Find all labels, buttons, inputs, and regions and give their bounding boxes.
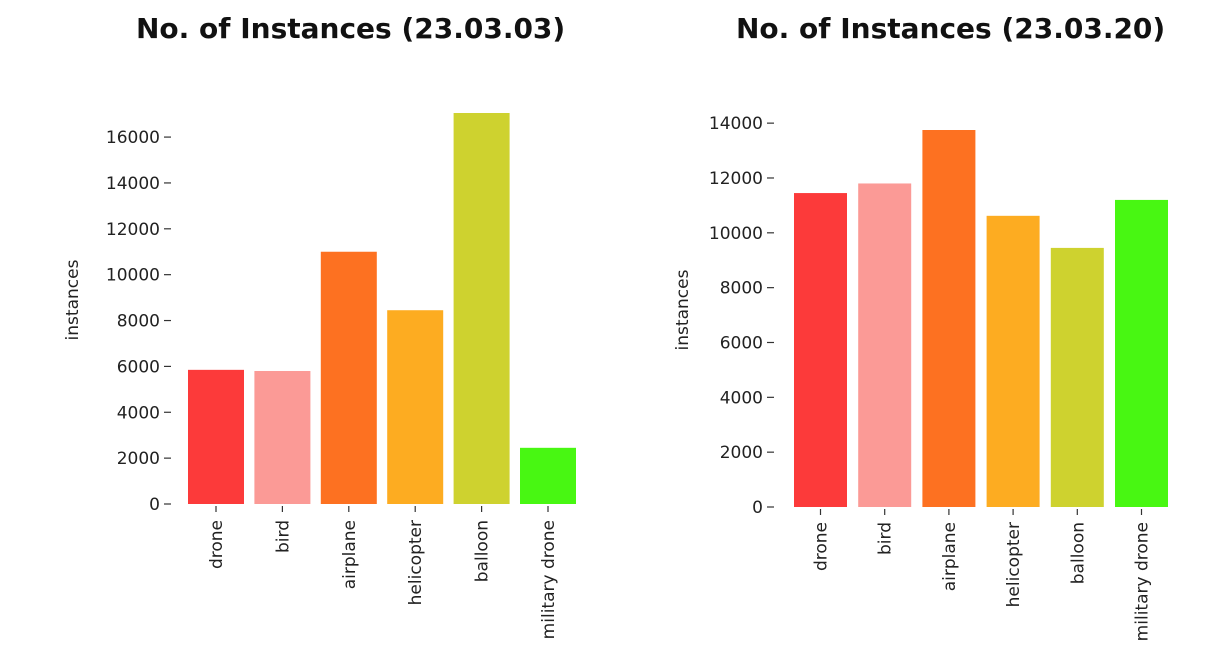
right-x-tick-label: bird — [876, 522, 896, 555]
right-y-tick-label: 10000 — [709, 224, 763, 244]
right-x-tick-label: airplane — [940, 522, 960, 591]
right-bar-balloon — [1050, 247, 1104, 507]
left-y-tick-label: 2000 — [117, 449, 160, 469]
right-bar-airplane — [922, 130, 976, 507]
right-x-tick-label: balloon — [1068, 522, 1088, 584]
left-x-tick-label: drone — [207, 520, 227, 569]
right-y-axis-label: instances — [673, 269, 693, 350]
left-bar-military-drone — [520, 447, 576, 504]
left-y-tick-label: 4000 — [117, 403, 160, 423]
left-y-tick-label: 14000 — [106, 174, 160, 194]
right-bar-drone — [794, 193, 847, 507]
right-x-tick-label: military drone — [1133, 522, 1153, 641]
left-y-tick-label: 16000 — [106, 128, 160, 148]
right-bar-bird — [858, 183, 912, 507]
left-y-tick-label: 8000 — [117, 312, 160, 332]
left-y-tick-label: 6000 — [117, 357, 160, 377]
left-y-tick-label: 0 — [149, 495, 160, 515]
left-x-tick-label: bird — [273, 520, 293, 553]
right-y-tick-label: 4000 — [720, 388, 763, 408]
left-x-tick-label: helicopter — [406, 520, 426, 605]
left-y-tick-label: 10000 — [106, 266, 160, 286]
left-bar-drone — [188, 369, 244, 504]
right-x-tick-label: helicopter — [1004, 522, 1024, 607]
left-x-tick-label: military drone — [539, 520, 559, 639]
chart-title-left: No. of Instances (23.03.03) — [136, 12, 566, 45]
left-bar-bird — [254, 370, 311, 504]
left-bar-airplane — [320, 251, 377, 504]
left-y-axis-label: instances — [63, 259, 83, 340]
chart-title-right: No. of Instances (23.03.20) — [736, 12, 1166, 45]
left-x-tick-label: balloon — [473, 520, 493, 582]
right-y-tick-label: 6000 — [720, 333, 763, 353]
right-bar-military-drone — [1115, 199, 1168, 507]
left-bar-helicopter — [387, 310, 444, 504]
right-x-tick-label: drone — [812, 522, 832, 571]
right-y-tick-label: 0 — [752, 498, 763, 518]
right-y-tick-label: 12000 — [709, 169, 763, 189]
right-y-tick-label: 8000 — [720, 279, 763, 299]
right-bar-helicopter — [986, 215, 1040, 507]
left-x-tick-label: airplane — [340, 520, 360, 589]
right-y-tick-label: 14000 — [709, 114, 763, 134]
right-y-tick-label: 2000 — [720, 443, 763, 463]
left-y-tick-label: 12000 — [106, 220, 160, 240]
left-bar-balloon — [453, 113, 510, 504]
